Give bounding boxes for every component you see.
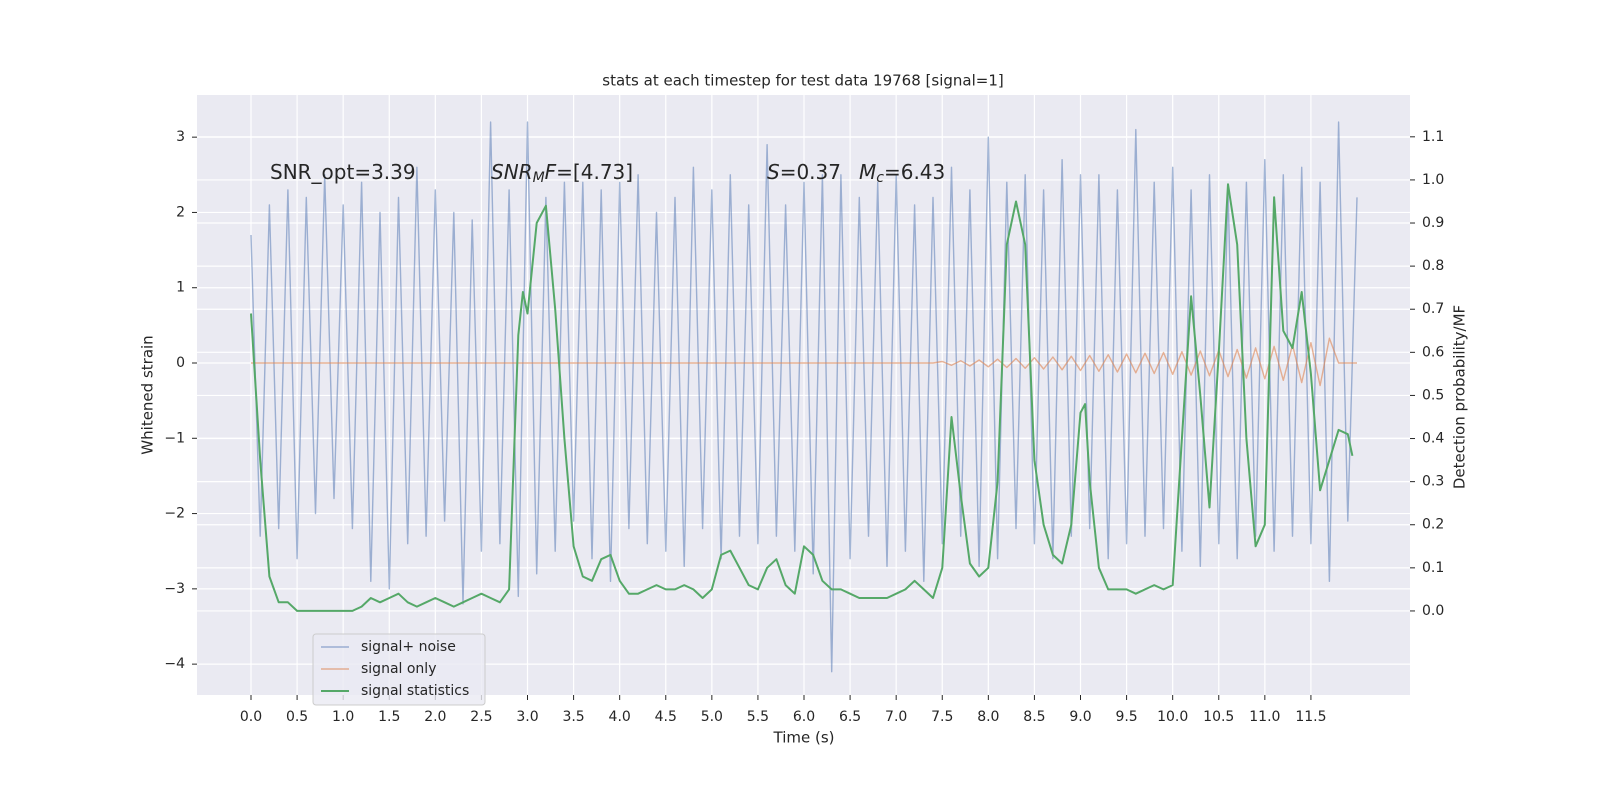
legend-box [312, 633, 486, 706]
x-tick-label: 4.5 [655, 709, 677, 725]
y2-axis-label: Detection probability/MF [1451, 305, 1469, 489]
y-axis-label: Whitened strain [139, 335, 157, 454]
x-tick-label: 0.0 [240, 709, 262, 725]
annotation-part: F [545, 160, 557, 184]
annotation-part: =0.37 [780, 160, 841, 184]
y-tick-label: 2 [176, 204, 185, 220]
annotation-part: S [767, 160, 780, 184]
x-tick-label: 10.5 [1203, 709, 1234, 725]
x-tick-label: 11.0 [1249, 709, 1280, 725]
x-tick-label: 5.0 [701, 709, 723, 725]
x-tick-label: 10.0 [1157, 709, 1188, 725]
x-tick-label: 11.5 [1295, 709, 1326, 725]
series-line [251, 337, 1357, 387]
y2-tick-label: 0.0 [1422, 603, 1444, 619]
x-tick-label: 8.5 [1023, 709, 1045, 725]
x-tick-label: 8.0 [977, 709, 999, 725]
marks [250, 121, 1358, 673]
y2-tick-label: 0.2 [1422, 517, 1444, 533]
y-tick-label: −4 [164, 656, 185, 672]
annotation-part: c [876, 170, 884, 186]
x-tick-label: 7.0 [885, 709, 907, 725]
x-tick-label: 3.5 [562, 709, 584, 725]
annotation-part: M [533, 170, 545, 186]
y2-tick-label: 0.8 [1422, 258, 1444, 274]
x-tick-label: 3.0 [516, 709, 538, 725]
legend-label: signal statistics [361, 683, 469, 699]
x-tick-label: 9.0 [1069, 709, 1091, 725]
x-tick-label: 4.0 [609, 709, 631, 725]
annotation: Mc=6.43 [859, 160, 945, 187]
y2-tick-label: 0.5 [1422, 387, 1444, 403]
y-tick-label: 0 [176, 355, 185, 371]
y-tick-label: 3 [176, 129, 185, 145]
y-tick-label: −1 [164, 430, 185, 446]
legend: signal+ noise signal only signal statistic… [312, 633, 486, 706]
annotation-part: =6.43 [884, 160, 945, 184]
legend-label: signal+ noise [361, 639, 456, 655]
annotation: SNR_opt=3.39 [270, 160, 416, 184]
series-line [250, 183, 1354, 612]
x-tick-label: 2.5 [470, 709, 492, 725]
annotation-part: SNR_opt=3.39 [270, 160, 416, 184]
y2-tick-label: 0.1 [1422, 560, 1444, 576]
legend-label: signal only [361, 661, 436, 677]
labels: 0.0 0.5 1.0 1.5 2.0 2.5 3.0 3.5 4.0 4.5 5.0 5.5 6.0 6… [164, 129, 1444, 725]
annotation-part: M [859, 160, 876, 184]
annotation: S=0.37 [767, 160, 841, 184]
x-tick-label: 5.5 [747, 709, 769, 725]
y2-tick-label: 0.7 [1422, 301, 1444, 317]
series-line [250, 121, 1358, 673]
y2-tick-label: 0.3 [1422, 474, 1444, 490]
chart-title: stats at each timestep for test data 197… [602, 72, 1003, 90]
y-tick-label: −3 [164, 581, 185, 597]
annotation-part: SNR [491, 160, 533, 184]
x-tick-label: 2.0 [424, 709, 446, 725]
annotation-part: =[4.73] [556, 160, 633, 184]
annotation: SNRMF=[4.73] [491, 160, 633, 187]
x-tick-label: 6.5 [839, 709, 861, 725]
y2-tick-label: 0.6 [1422, 344, 1444, 360]
y-tick-label: −2 [164, 506, 185, 522]
x-tick-label: 1.5 [378, 709, 400, 725]
y2-tick-label: 1.1 [1422, 129, 1444, 145]
x-tick-label: 7.5 [931, 709, 953, 725]
x-tick-label: 0.5 [286, 709, 308, 725]
y2-tick-label: 0.4 [1422, 431, 1444, 447]
x-tick-label: 6.0 [793, 709, 815, 725]
y2-tick-label: 0.9 [1422, 215, 1444, 231]
y-tick-label: 1 [176, 280, 185, 296]
x-tick-label: 9.5 [1115, 709, 1137, 725]
x-axis-label: Time (s) [773, 729, 835, 747]
y2-tick-label: 1.0 [1422, 172, 1444, 188]
x-tick-label: 1.0 [332, 709, 354, 725]
